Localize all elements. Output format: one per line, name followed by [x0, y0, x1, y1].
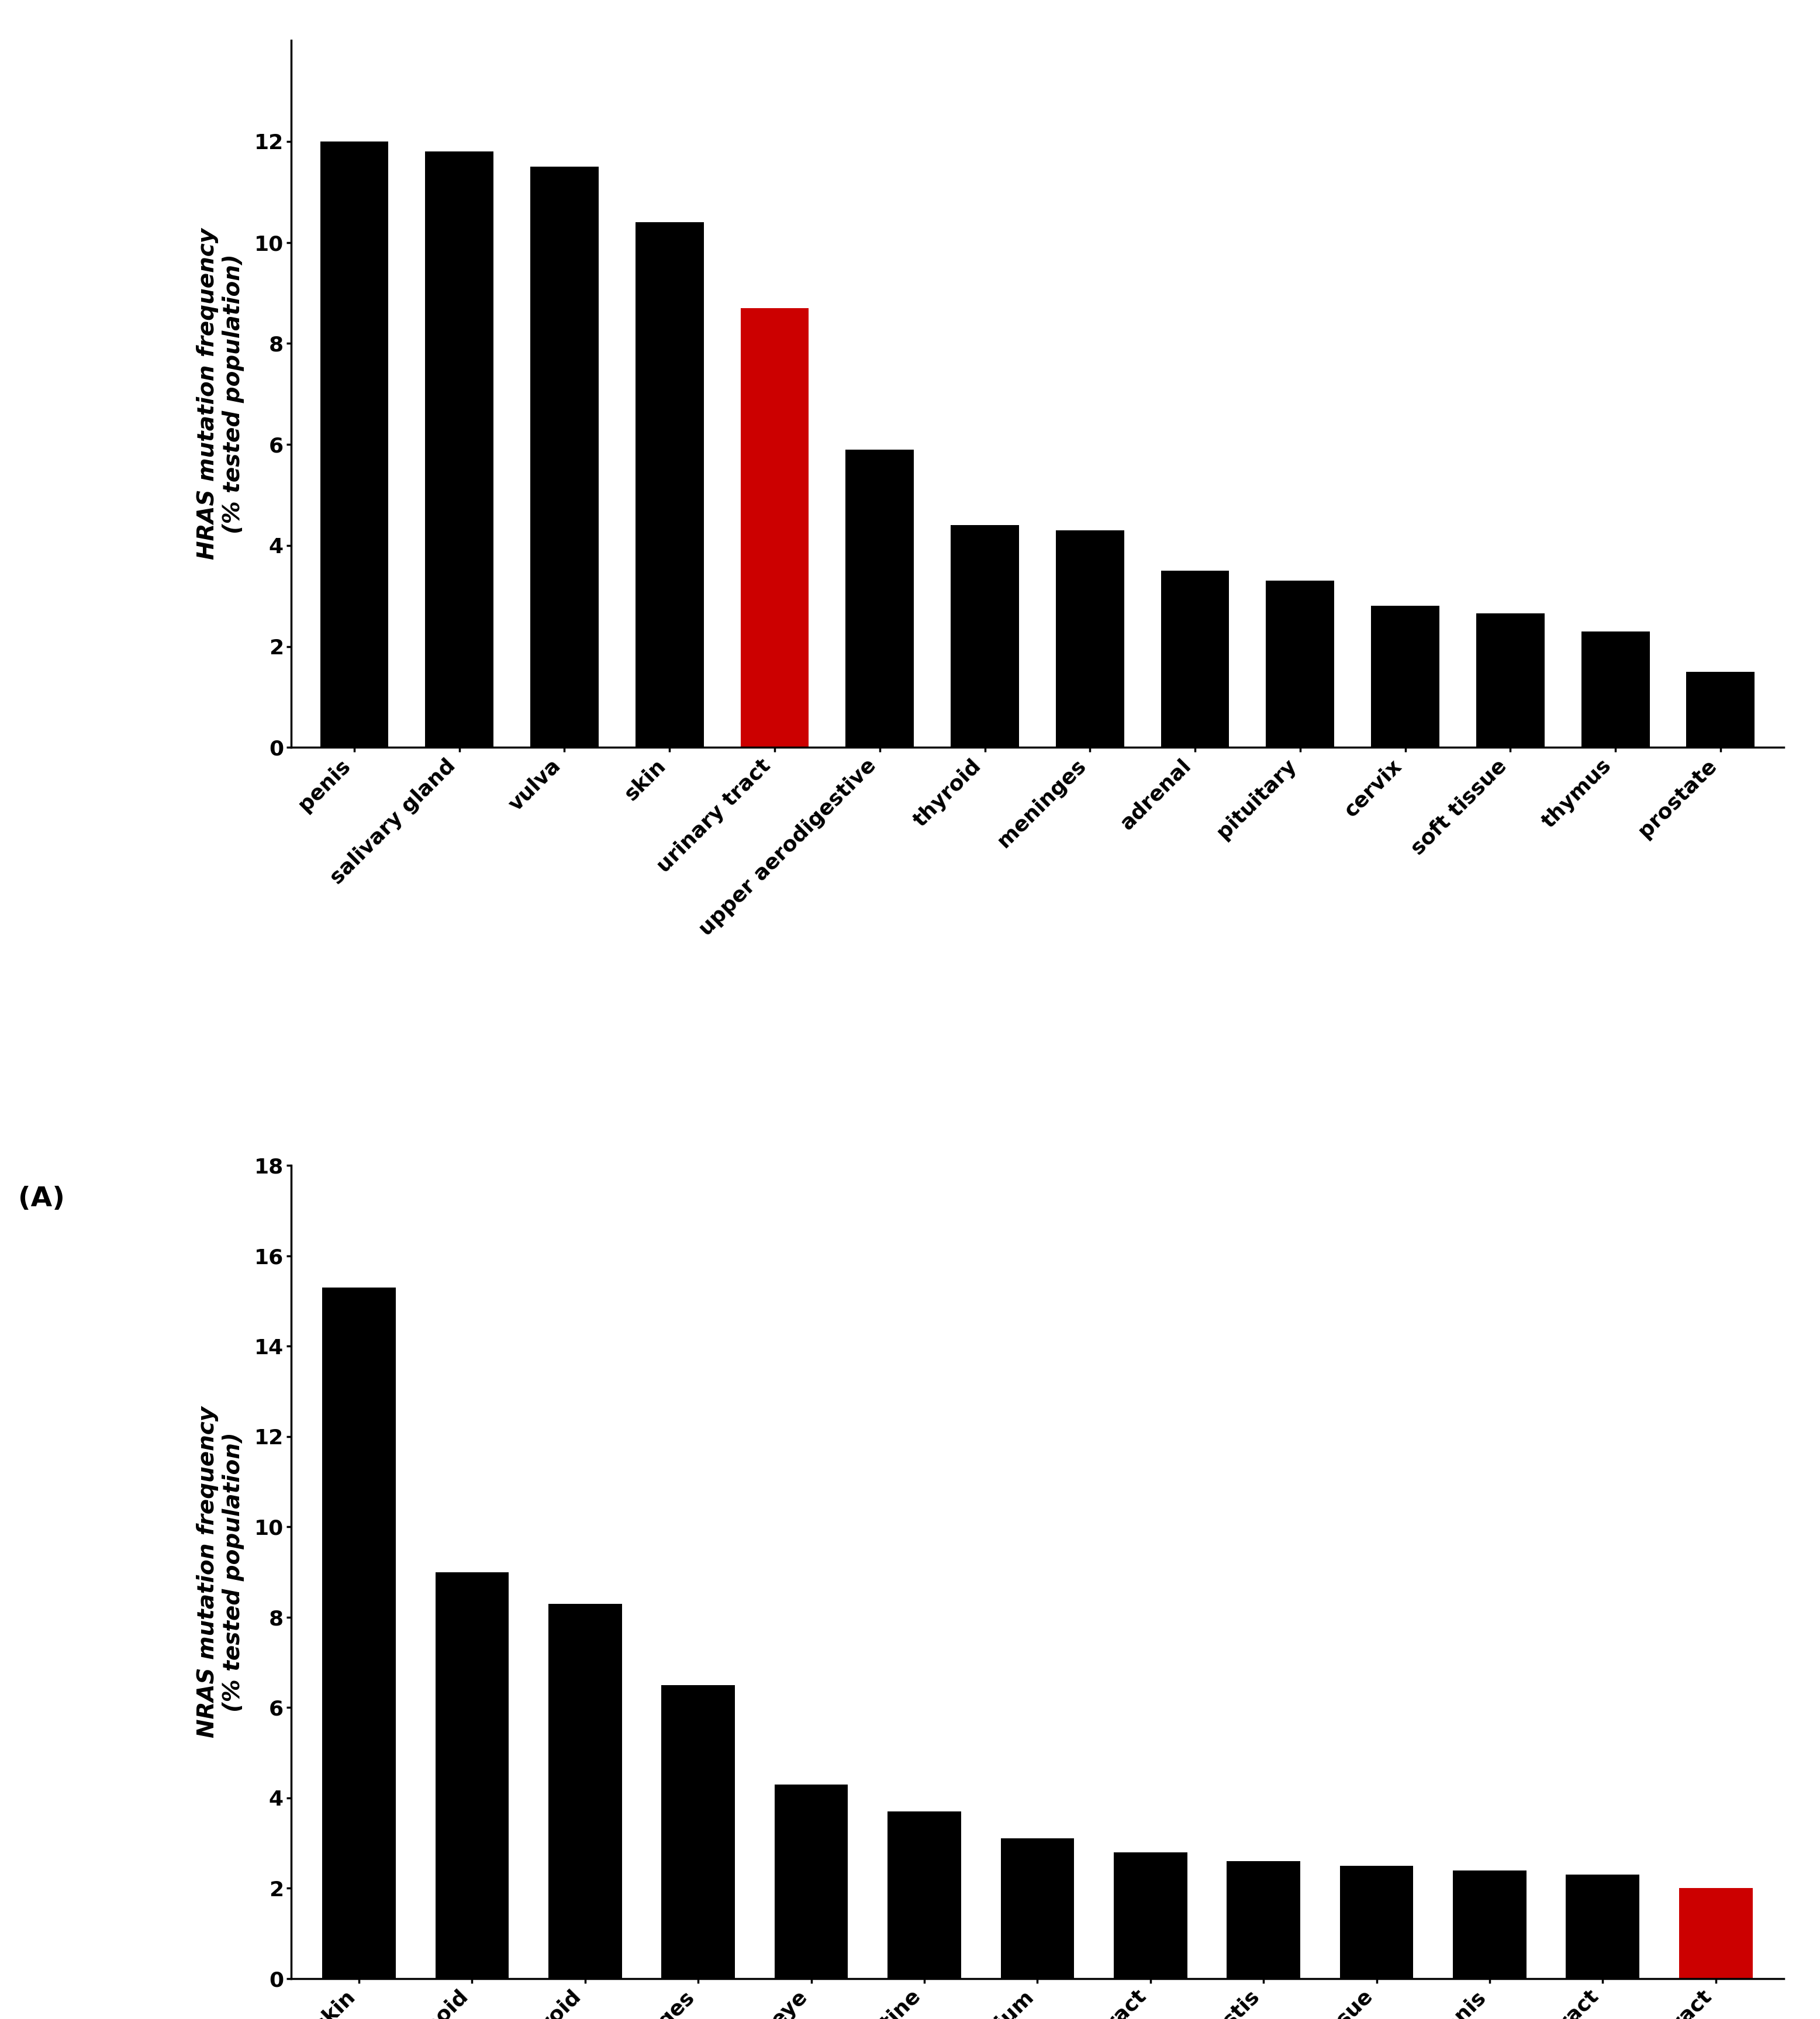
Bar — [1114, 1851, 1187, 1979]
Bar — [1370, 606, 1440, 747]
Bar — [888, 1811, 961, 1979]
Bar — [1452, 1870, 1527, 1979]
Bar — [1680, 1888, 1753, 1979]
Y-axis label: NRAS mutation frequency
(% tested population): NRAS mutation frequency (% tested popula… — [197, 1407, 244, 1738]
Y-axis label: HRAS mutation frequency
(% tested population): HRAS mutation frequency (% tested popula… — [197, 228, 244, 559]
Bar — [530, 168, 599, 747]
Bar — [1056, 531, 1125, 747]
Bar — [426, 151, 493, 747]
Bar — [1161, 571, 1229, 747]
Bar — [1001, 1839, 1074, 1979]
Bar — [435, 1573, 510, 1979]
Bar — [1582, 632, 1649, 747]
Bar — [635, 222, 704, 747]
Bar — [1340, 1866, 1414, 1979]
Bar — [661, 1686, 735, 1979]
Bar — [741, 309, 808, 747]
Bar — [1267, 581, 1334, 747]
Bar — [1227, 1862, 1299, 1979]
Bar — [1687, 672, 1754, 747]
Text: (A): (A) — [18, 1185, 66, 1211]
Bar — [548, 1603, 622, 1979]
Bar — [1476, 614, 1545, 747]
Bar — [1565, 1876, 1640, 1979]
Bar — [320, 141, 388, 747]
Bar — [950, 525, 1019, 747]
Bar — [775, 1785, 848, 1979]
Bar — [846, 450, 914, 747]
Bar — [322, 1288, 395, 1979]
